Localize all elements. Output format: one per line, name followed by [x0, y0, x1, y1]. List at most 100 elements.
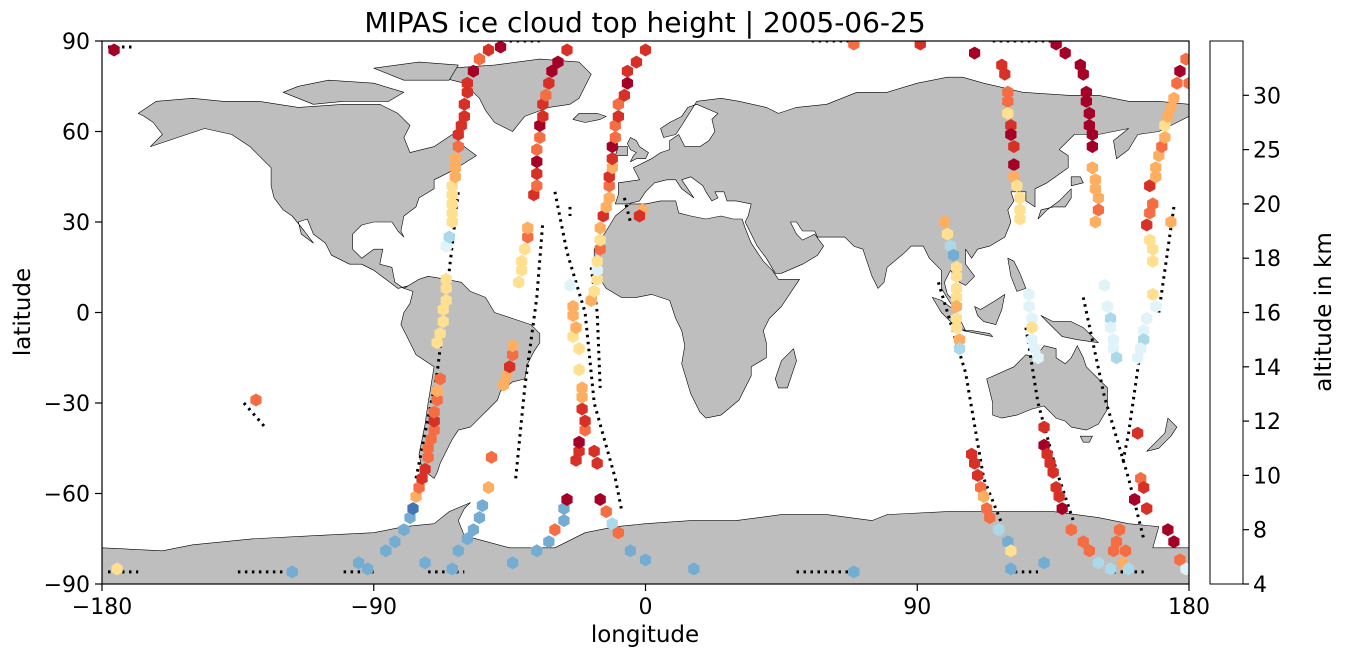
land-polygon [614, 76, 1189, 310]
cloud-point [579, 423, 591, 437]
cloud-point [549, 523, 561, 537]
cloud-point [1089, 173, 1101, 187]
cloud-point [1141, 502, 1153, 516]
cloud-point [1110, 351, 1123, 365]
cloud-point [552, 55, 564, 69]
cloud-point [108, 43, 120, 57]
cloud-point [449, 170, 461, 184]
cloud-point [531, 179, 543, 193]
colorbar-frame [1209, 40, 1244, 585]
cloud-point [461, 532, 473, 546]
land-polygon [1037, 188, 1072, 220]
cloud-point [543, 535, 555, 549]
cloud-point [546, 64, 558, 78]
cloud-point [485, 450, 498, 464]
colorbar-tick-label: 12 [1253, 410, 1281, 435]
cloud-point [1183, 76, 1189, 90]
cloud-point [440, 281, 452, 295]
cloud-point [1026, 321, 1038, 335]
cloud-point [434, 372, 446, 386]
cloud-point [1032, 351, 1044, 365]
cloud-point [522, 221, 534, 235]
x-tick-label: 90 [903, 595, 931, 620]
cloud-point [606, 161, 618, 175]
cloud-point [1023, 287, 1035, 301]
land-polygon [593, 200, 800, 419]
cloud-point [612, 526, 624, 540]
y-tick-label: −90 [44, 573, 90, 598]
cloud-point [504, 360, 516, 374]
cloud-point [594, 493, 606, 506]
cloud-point [984, 511, 996, 525]
cloud-point [848, 41, 860, 51]
cloud-point [950, 321, 963, 335]
colorbar-tick-label: 20 [1253, 193, 1281, 218]
cloud-point [1120, 544, 1132, 558]
cloud-point [591, 263, 603, 277]
cloud-point [848, 565, 860, 579]
cloud-point [573, 363, 585, 377]
land-polygon [774, 348, 797, 389]
y-tick-label: 90 [62, 30, 90, 55]
cloud-point [461, 76, 473, 90]
x-tick-label: 0 [639, 595, 653, 620]
cloud-point [1080, 94, 1092, 108]
cloud-point [1144, 233, 1156, 247]
cloud-point [1077, 67, 1089, 81]
cloud-point [522, 230, 534, 244]
cloud-point [639, 43, 652, 57]
cloud-point [422, 450, 434, 464]
cloud-point [950, 260, 963, 274]
cloud-point [467, 64, 479, 78]
cloud-point [953, 333, 966, 347]
y-tick-label: 60 [62, 121, 90, 146]
cloud-point [594, 242, 606, 256]
cloud-point [1008, 158, 1020, 172]
cloud-point [428, 423, 440, 437]
cloud-point [1150, 300, 1162, 313]
cloud-point [573, 342, 585, 356]
cloud-point [1005, 562, 1017, 576]
cloud-point [1092, 191, 1104, 205]
cloud-point [612, 97, 624, 111]
cloud-point [1092, 556, 1104, 570]
y-tick-label: −60 [44, 483, 90, 508]
y-axis: −90 −60 −30 0 30 60 90 [44, 30, 102, 598]
cloud-point [446, 215, 458, 229]
cloud-point [1168, 535, 1180, 549]
cloud-point [1098, 278, 1111, 292]
cloud-point [941, 227, 954, 241]
cloud-point [969, 46, 981, 60]
cloud-point [606, 152, 618, 166]
cloud-point [950, 269, 963, 283]
cloud-point [531, 167, 543, 181]
y-axis-label: latitude [10, 268, 36, 356]
cloud-point [543, 76, 555, 90]
cloud-point [419, 556, 431, 570]
x-tick-label: 180 [1168, 595, 1210, 620]
land-polygon [1146, 417, 1178, 452]
cloud-point [461, 85, 473, 99]
cloud-point [1065, 523, 1077, 537]
land-polygon [986, 345, 1108, 431]
cloud-point [531, 544, 543, 558]
cloud-point [573, 435, 585, 449]
cloud-point [591, 254, 603, 268]
cloud-point [534, 131, 546, 144]
x-axis-label: longitude [591, 622, 699, 648]
cloud-point [594, 221, 606, 235]
cloud-point [516, 263, 528, 277]
cloud-point [446, 206, 458, 220]
cloud-point [531, 143, 543, 157]
cloud-point [1113, 523, 1126, 537]
cloud-point [950, 290, 963, 304]
cloud-point [600, 505, 612, 519]
cloud-point [482, 481, 495, 494]
colorbar-tick-label: 14 [1253, 356, 1281, 381]
cloud-point [1002, 94, 1014, 108]
colorbar-tick-label: 18 [1253, 247, 1281, 272]
cloud-point [621, 64, 633, 78]
cloud-point [576, 390, 588, 404]
cloud-point [579, 414, 591, 428]
cloud-point [1014, 203, 1026, 217]
